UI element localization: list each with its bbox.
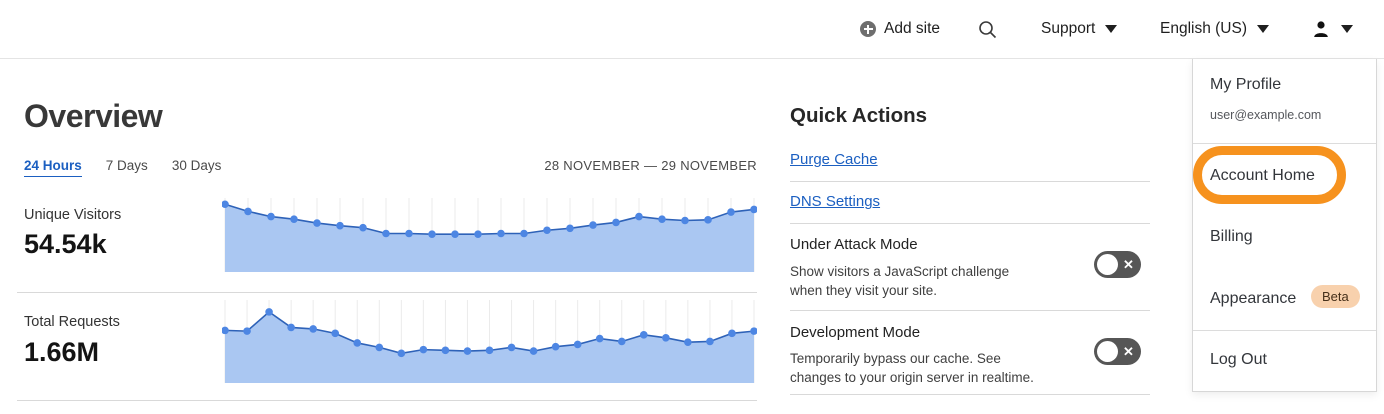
support-label: Support	[1041, 20, 1096, 37]
divider	[1193, 330, 1376, 331]
under-attack-mode-description: Show visitors a JavaScript challenge whe…	[790, 264, 1010, 298]
add-site-button[interactable]: Add site	[860, 0, 940, 58]
unique-visitors-chart	[222, 198, 757, 272]
under-attack-mode-toggle[interactable]: ✕	[1094, 251, 1141, 278]
total-requests-value: 1.66M	[24, 337, 100, 367]
top-navbar: Add site Support English (US)	[0, 0, 1384, 59]
divider	[17, 292, 757, 293]
divider	[790, 394, 1150, 395]
language-menu[interactable]: English (US)	[1160, 0, 1269, 58]
unique-visitors-value: 54.54k	[24, 229, 107, 259]
chevron-down-icon	[1105, 25, 1118, 33]
profile-email: user@example.com	[1210, 108, 1322, 122]
dns-settings-link[interactable]: DNS Settings	[790, 193, 881, 210]
menu-item-billing[interactable]: Billing	[1210, 228, 1253, 245]
search-icon	[979, 20, 997, 38]
divider	[790, 223, 1150, 224]
development-mode-description: Temporarily bypass our cache. See change…	[790, 351, 1034, 385]
chevron-down-icon	[1341, 25, 1353, 33]
user-dropdown-menu: My Profile user@example.com Account Home…	[1192, 59, 1377, 392]
beta-badge: Beta	[1311, 285, 1360, 308]
divider	[790, 310, 1150, 311]
add-site-label: Add site	[884, 20, 941, 37]
time-range-tabs: 24 Hours 7 Days 30 Days	[24, 158, 221, 177]
date-range-label: 28 NOVEMBER — 29 NOVEMBER	[544, 158, 757, 173]
chevron-down-icon	[1257, 25, 1269, 33]
divider	[17, 400, 757, 401]
under-attack-mode-label: Under Attack Mode	[790, 236, 918, 253]
menu-item-account-home[interactable]: Account Home	[1210, 167, 1315, 184]
toggle-knob	[1097, 254, 1118, 275]
user-icon	[1314, 21, 1328, 37]
divider	[1193, 143, 1376, 144]
page-title: Overview	[24, 98, 163, 134]
divider	[790, 181, 1150, 182]
menu-item-appearance[interactable]: Appearance	[1210, 290, 1297, 307]
menu-item-my-profile[interactable]: My Profile	[1210, 76, 1282, 93]
total-requests-chart	[222, 300, 757, 383]
search-button[interactable]	[978, 0, 997, 58]
menu-item-log-out[interactable]: Log Out	[1210, 351, 1267, 368]
tab-7-days[interactable]: 7 Days	[105, 158, 148, 173]
development-mode-label: Development Mode	[790, 324, 921, 341]
support-menu[interactable]: Support	[1041, 0, 1118, 58]
total-requests-label: Total Requests	[24, 314, 120, 330]
unique-visitors-label: Unique Visitors	[24, 207, 122, 223]
development-mode-toggle[interactable]: ✕	[1094, 338, 1141, 365]
quick-actions-title: Quick Actions	[790, 104, 928, 127]
user-menu-trigger[interactable]	[1311, 0, 1353, 58]
purge-cache-link[interactable]: Purge Cache	[790, 151, 878, 168]
add-icon	[860, 21, 876, 37]
toggle-knob	[1097, 341, 1118, 362]
tab-24-hours[interactable]: 24 Hours	[24, 158, 82, 177]
language-label: English (US)	[1160, 20, 1247, 37]
toggle-off-icon: ✕	[1123, 343, 1134, 359]
toggle-off-icon: ✕	[1123, 256, 1134, 272]
tab-30-days[interactable]: 30 Days	[171, 158, 222, 173]
time-range-controls: 24 Hours 7 Days 30 Days 28 NOVEMBER — 29…	[24, 158, 757, 177]
